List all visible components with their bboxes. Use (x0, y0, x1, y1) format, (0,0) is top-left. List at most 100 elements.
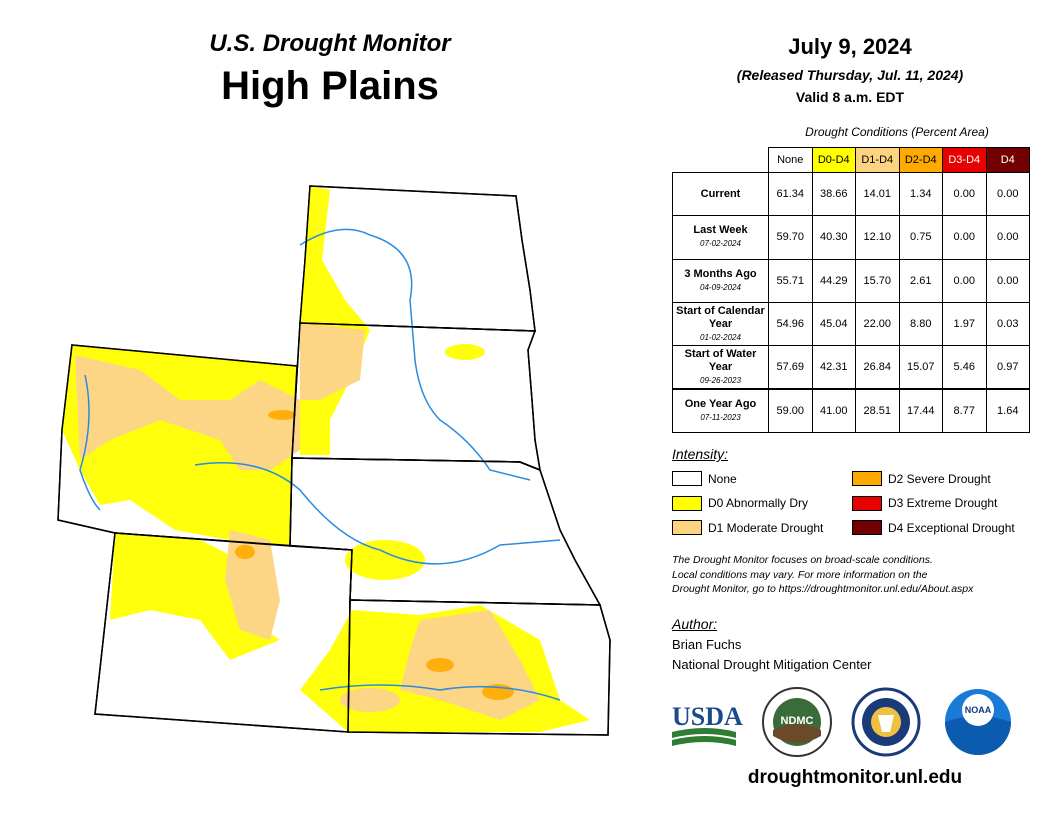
d2-area (235, 545, 255, 559)
row-label: 3 Months Ago 04-09-2024 (672, 258, 769, 303)
column-header: D2-D4 (898, 147, 943, 173)
date: July 9, 2024 (788, 34, 912, 59)
row-date: 01-02-2024 (700, 332, 741, 342)
usda-stripe (672, 728, 736, 738)
note-line: Local conditions may vary. For more info… (672, 568, 928, 581)
river (319, 684, 561, 701)
row-label-text: 3 Months Ago (684, 267, 757, 280)
table-value: 0.75 (898, 215, 943, 260)
usda-stripe (672, 736, 736, 746)
table-value: 54.96 (768, 301, 813, 347)
d1-area (225, 530, 280, 640)
legend-swatch (672, 495, 702, 511)
state-borders (57, 185, 611, 736)
border (299, 185, 536, 332)
legend-label: D0 Abnormally Dry (708, 496, 809, 510)
legend-label: D3 Extreme Drought (888, 496, 998, 510)
table-value: 0.00 (985, 215, 1030, 260)
river (194, 462, 561, 565)
legend-label: D1 Moderate Drought (708, 520, 824, 535)
row-label-text: Last Week (693, 224, 748, 237)
row-label: One Year Ago 07-11-2023 (672, 388, 769, 433)
river (299, 228, 531, 481)
legend-swatch (852, 495, 882, 511)
legend-item: None (672, 471, 737, 486)
table-value: 15.07 (898, 345, 943, 390)
legend-swatch (672, 471, 702, 486)
d1-area (75, 355, 300, 470)
table-value: 12.10 (855, 215, 900, 260)
column-header: None (768, 147, 813, 173)
table-value: 0.03 (985, 301, 1030, 347)
ndmc-logo: NDMC (762, 687, 832, 757)
row-label: Start of Water Year 09-26-2023 (672, 345, 769, 390)
row-date: 04-09-2024 (700, 282, 741, 292)
table-value: 59.70 (768, 215, 813, 260)
table-value: 0.97 (985, 345, 1030, 390)
legend-label: D2 Severe Drought (888, 471, 991, 486)
drought-areas (62, 186, 590, 732)
table-value: 26.84 (855, 345, 900, 390)
border (347, 599, 611, 736)
author-name: Brian Fuchs (672, 637, 742, 652)
table-value: 14.01 (855, 172, 900, 217)
d0-area (445, 344, 485, 360)
legend-label: None (708, 471, 737, 486)
note-line: Drought Monitor, go to https://droughtmo… (672, 583, 974, 595)
d2-area (268, 410, 296, 420)
legend-item: D4 Exceptional Drought (852, 520, 1015, 535)
doc-logo (851, 687, 921, 757)
usda-text: USDA (672, 702, 743, 731)
river (79, 374, 101, 511)
logos: USDA NDMC NOAA (672, 687, 1011, 757)
row-label: Last Week 07-02-2024 (672, 215, 769, 260)
table-value: 0.00 (942, 215, 987, 260)
column-header: D1-D4 (855, 147, 900, 173)
table-value: 5.46 (942, 345, 987, 390)
legend-item: D0 Abnormally Dry (672, 495, 809, 511)
table-value: 42.31 (811, 345, 856, 390)
table-value: 38.66 (811, 172, 856, 217)
noaa-text: NOAA (965, 705, 992, 715)
table-value: 1.97 (942, 301, 987, 347)
row-label-text: Start of Calendar Year (676, 304, 765, 330)
table-value: 15.70 (855, 258, 900, 303)
column-header: D4 (985, 147, 1030, 173)
row-date: 07-02-2024 (700, 239, 741, 249)
legend-swatch (852, 520, 882, 535)
d0-area (345, 540, 425, 580)
table-value: 59.00 (768, 388, 813, 433)
table-value: 45.04 (811, 301, 856, 347)
table-value: 1.64 (985, 388, 1030, 433)
map (57, 185, 611, 736)
table-value: 8.77 (942, 388, 987, 433)
d1-area (340, 688, 400, 712)
note-line: The Drought Monitor focuses on broad-sca… (672, 554, 933, 566)
table-value: 61.34 (768, 172, 813, 217)
row-label: Start of Calendar Year 01-02-2024 (672, 301, 769, 347)
table-value: 0.00 (985, 258, 1030, 303)
table-value: 41.00 (811, 388, 856, 433)
table-value: 0.00 (985, 172, 1030, 217)
author-org: National Drought Mitigation Center (672, 657, 872, 672)
table-value: 44.29 (811, 258, 856, 303)
legend-swatch (852, 471, 882, 486)
noaa-logo: NOAA (945, 689, 1011, 755)
d1-area (300, 323, 365, 400)
row-date: 07-11-2023 (700, 412, 741, 422)
table-value: 8.80 (898, 301, 943, 347)
table-value: 57.69 (768, 345, 813, 390)
legend-item: D1 Moderate Drought (672, 520, 823, 535)
table-value: 0.00 (942, 172, 987, 217)
column-header: D0-D4 (811, 147, 856, 173)
legend-title: Intensity: (672, 446, 729, 462)
legend-label: D4 Exceptional Drought (888, 520, 1015, 535)
released: (Released Thursday, Jul. 11, 2024) (736, 67, 964, 83)
table-value: 28.51 (855, 388, 900, 433)
title: U.S. Drought Monitor (209, 30, 451, 57)
table-caption: Drought Conditions (Percent Area) (805, 125, 989, 139)
table-value: 17.44 (898, 388, 943, 433)
table-value: 0.00 (942, 258, 987, 303)
valid: Valid 8 a.m. EDT (795, 89, 905, 105)
